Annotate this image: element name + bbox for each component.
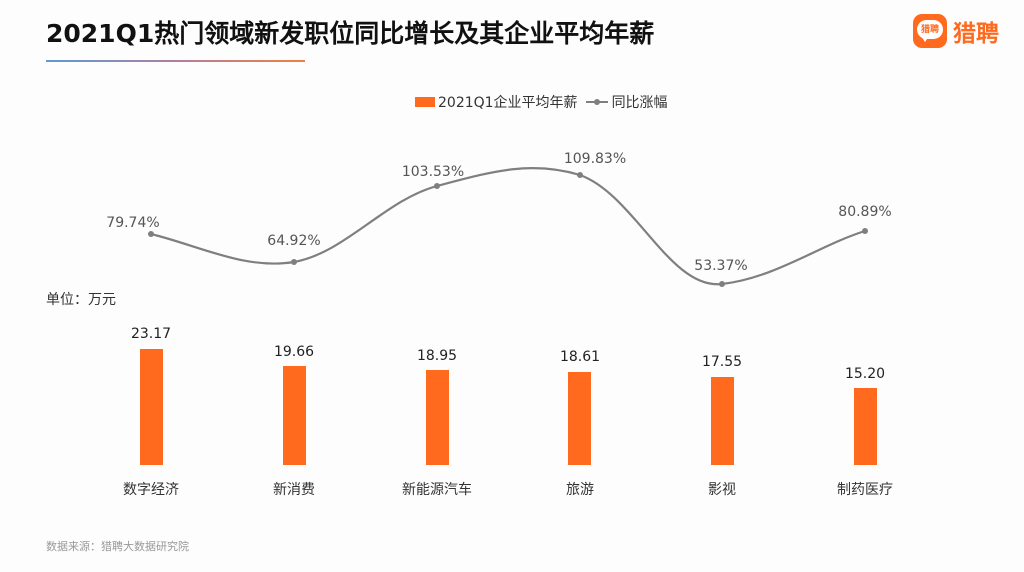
chart-title: 2021Q1热门领域新发职位同比增长及其企业平均年薪	[46, 19, 655, 48]
svg-text:79.74%: 79.74%	[106, 215, 159, 231]
bar-yingshi	[711, 377, 734, 465]
svg-text:旅游: 旅游	[566, 482, 594, 498]
bar-xin-xiaofei	[283, 366, 306, 465]
svg-text:80.89%: 80.89%	[838, 204, 891, 220]
line-points	[148, 172, 868, 287]
line-labels: 79.74% 64.92% 103.53% 109.83% 53.37% 80.…	[106, 151, 891, 274]
data-source-note: 数据来源：猎聘大数据研究院	[46, 540, 189, 553]
bar-lvyou	[568, 372, 591, 465]
unit-label: 单位：万元	[46, 292, 116, 308]
svg-text:18.61: 18.61	[560, 349, 600, 365]
title-underline-divider	[46, 60, 305, 62]
growth-line	[150, 166, 866, 286]
brand-logo: 猎聘 猎聘	[913, 14, 999, 48]
legend-bar-label: 2021Q1企业平均年薪	[438, 95, 578, 111]
svg-text:制药医疗: 制药医疗	[837, 482, 893, 498]
legend-line-label: 同比涨幅	[611, 95, 668, 111]
svg-text:18.95: 18.95	[417, 348, 457, 364]
line-marker-icon	[585, 99, 608, 105]
svg-text:17.55: 17.55	[702, 354, 742, 370]
svg-text:103.53%: 103.53%	[402, 164, 464, 180]
svg-text:53.37%: 53.37%	[694, 258, 747, 274]
bar-shuzi-jingji	[140, 349, 163, 465]
svg-text:新消费: 新消费	[273, 482, 315, 498]
category-labels: 数字经济 新消费 新能源汽车 旅游 影视 制药医疗	[123, 481, 893, 498]
bar-xin-nengyuan-qiche	[426, 370, 449, 465]
svg-text:15.20: 15.20	[845, 366, 885, 382]
svg-text:数字经济: 数字经济	[123, 482, 179, 498]
bar-zhiyao-yiliao	[854, 388, 877, 465]
logo-text: 猎聘	[953, 21, 999, 47]
bar-value-labels: 23.17 19.66 18.95 18.61 17.55 15.20	[131, 326, 885, 382]
chart-legend: 2021Q1企业平均年薪 同比涨幅	[415, 92, 668, 112]
svg-text:109.83%: 109.83%	[564, 151, 626, 167]
svg-text:19.66: 19.66	[274, 344, 314, 360]
svg-text:影视: 影视	[708, 482, 736, 498]
svg-text:64.92%: 64.92%	[267, 233, 320, 249]
salary-bars	[140, 349, 877, 465]
logo-chat-bubble-icon: 猎聘	[913, 14, 947, 48]
bar-swatch-icon	[415, 97, 435, 107]
svg-text:23.17: 23.17	[131, 326, 171, 342]
svg-text:新能源汽车: 新能源汽车	[402, 481, 472, 498]
